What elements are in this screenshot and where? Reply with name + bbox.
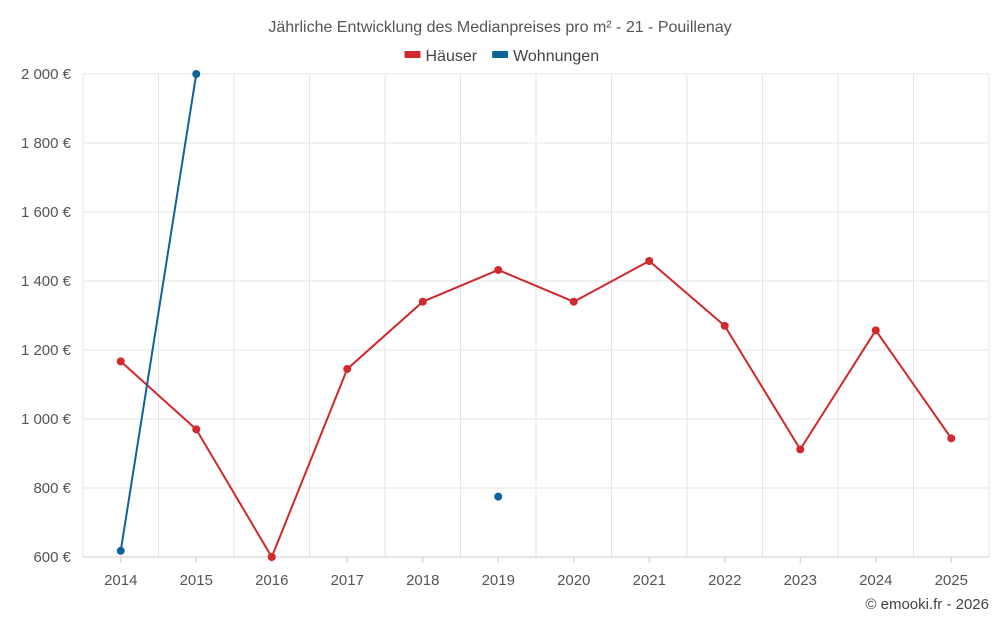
data-point <box>267 553 276 561</box>
y-tick-label: 1 600 € <box>21 204 72 221</box>
y-tick-label: 1 000 € <box>21 411 72 428</box>
data-point <box>116 546 125 555</box>
axes: 600 € 800 € 1 000 € 1 200 € 1 400 € 1 600 € 1 … <box>21 66 989 589</box>
data-point <box>192 70 201 78</box>
chart-title: Jährliche Entwicklung des Medianpreises … <box>268 19 731 36</box>
data-point <box>192 425 201 434</box>
data-point <box>116 357 125 366</box>
x-tick-label: 2014 <box>104 572 137 589</box>
x-tick-label: 2024 <box>859 572 892 589</box>
x-tick-label: 2016 <box>255 572 288 589</box>
grid <box>82 73 990 558</box>
x-tick-label: 2017 <box>331 572 364 589</box>
credit-text: © emooki.fr - 2026 <box>865 596 989 613</box>
x-tick-label: 2025 <box>935 572 968 589</box>
x-tick-label: 2023 <box>784 572 817 589</box>
x-tick-label: 2015 <box>180 572 213 589</box>
y-tick-label: 2 000 € <box>21 66 72 83</box>
series-line <box>120 259 953 558</box>
series-line <box>119 73 198 551</box>
legend-label: Wohnungen <box>513 48 599 65</box>
series-wohnungen <box>116 70 503 555</box>
series-layer <box>116 70 956 561</box>
data-point <box>645 256 654 265</box>
series-haeuser <box>116 256 956 561</box>
data-point <box>871 326 880 335</box>
y-tick-label: 600 € <box>33 549 71 566</box>
legend-label: Häuser <box>426 48 478 65</box>
y-tick-label: 1 800 € <box>21 135 72 152</box>
data-point <box>720 321 729 330</box>
data-point <box>796 445 805 454</box>
x-tick-label: 2019 <box>482 572 515 589</box>
legend-swatch <box>492 51 509 58</box>
y-tick-label: 1 200 € <box>21 342 72 359</box>
data-point <box>947 434 956 443</box>
x-tick-label: 2018 <box>406 572 439 589</box>
data-point <box>494 492 503 501</box>
data-point <box>494 265 503 274</box>
x-tick-label: 2020 <box>557 572 590 589</box>
y-tick-label: 800 € <box>33 480 71 497</box>
x-tick-label: 2022 <box>708 572 741 589</box>
data-point <box>418 297 427 306</box>
legend: Häuser Wohnungen <box>404 48 599 65</box>
data-point <box>343 364 352 373</box>
y-tick-label: 1 400 € <box>21 273 72 290</box>
x-tick-label: 2021 <box>633 572 666 589</box>
data-point <box>569 297 578 306</box>
legend-swatch <box>404 51 421 58</box>
